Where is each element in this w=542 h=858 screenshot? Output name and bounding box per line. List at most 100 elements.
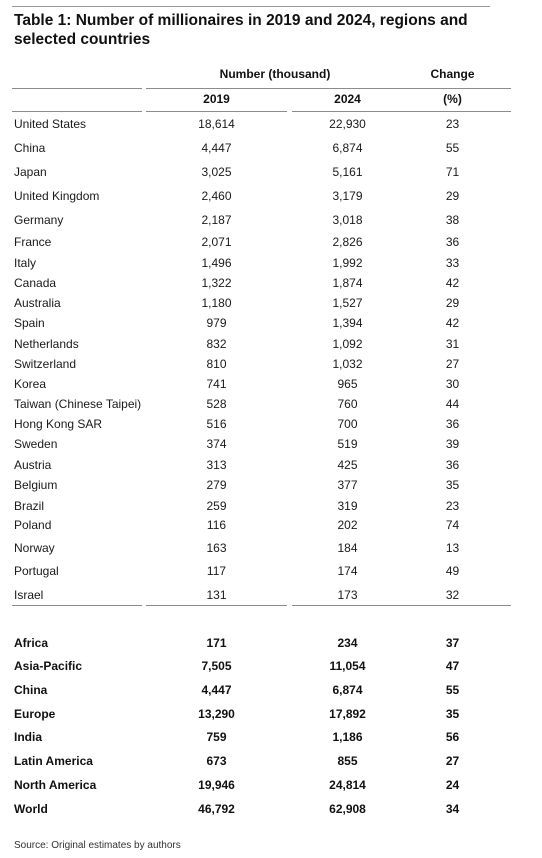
row-region: Asia-Pacific [14,659,83,673]
row-country: Germany [14,213,64,227]
row-change: 47 [445,659,460,673]
subheader-rule-name [12,111,142,112]
row-value-2024: 234 [337,636,358,650]
table-row: Germany 2,187 3,018 38 [0,210,542,230]
row-value-2024: 6,874 [332,683,363,697]
row-change: 38 [445,213,460,227]
table-row: Poland 116 202 74 [0,515,542,535]
row-change: 39 [445,437,460,451]
row-value-2019: 3,025 [201,165,232,179]
row-change: 36 [445,235,460,249]
header-year-2024: 2024 [334,92,361,106]
row-change: 36 [445,458,460,472]
row-change: 32 [445,588,460,602]
row-change: 55 [445,683,460,697]
row-change: 71 [445,165,460,179]
row-region: India [14,730,43,744]
table-row: Italy 1,496 1,992 33 [0,253,542,273]
row-value-2024: 965 [337,377,358,391]
table-title: Table 1: Number of millionaires in 2019 … [14,12,468,48]
table-row: North America 19,946 24,814 24 [0,775,542,795]
table-row: Portugal 117 174 49 [0,561,542,581]
row-change: 56 [445,730,460,744]
section-rule-2019 [146,605,287,606]
row-country: Austria [14,458,52,472]
table-row: China 4,447 6,874 55 [0,138,542,158]
table-row: World 46,792 62,908 34 [0,799,542,819]
section-rule-name [12,605,142,606]
row-value-2024: 24,814 [329,778,366,792]
row-country: Poland [14,518,52,532]
row-value-2024: 184 [337,541,358,555]
row-change: 23 [445,499,460,513]
row-value-2019: 13,290 [198,707,235,721]
row-value-2024: 5,161 [332,165,363,179]
row-region: Europe [14,707,56,721]
row-change: 35 [445,707,460,721]
row-value-2024: 1,394 [332,316,363,330]
table-row: Japan 3,025 5,161 71 [0,162,542,182]
row-value-2024: 377 [337,478,358,492]
row-change: 74 [445,518,460,532]
row-change: 44 [445,397,460,411]
row-change: 55 [445,141,460,155]
table-row: Israel 131 173 32 [0,585,542,605]
table-row: Sweden 374 519 39 [0,434,542,454]
row-region: China [14,683,48,697]
row-value-2024: 62,908 [329,802,366,816]
row-value-2024: 3,018 [332,213,363,227]
row-value-2019: 4,447 [201,683,232,697]
row-country: Italy [14,256,37,270]
row-value-2024: 1,992 [332,256,363,270]
header-group-label: Number (thousand) [219,67,331,81]
row-value-2024: 1,092 [332,337,363,351]
top-rule [12,6,490,7]
table-row: United Kingdom 2,460 3,179 29 [0,186,542,206]
row-country: United Kingdom [14,189,100,203]
row-value-2024: 760 [337,397,358,411]
row-country: Canada [14,276,57,290]
row-value-2024: 1,186 [332,730,363,744]
row-value-2019: 1,322 [201,276,232,290]
table-row: Korea 741 965 30 [0,374,542,394]
row-value-2024: 202 [337,518,358,532]
row-country: France [14,235,52,249]
row-country: China [14,141,46,155]
row-value-2024: 319 [337,499,358,513]
table-row: Austria 313 425 36 [0,455,542,475]
row-value-2019: 313 [206,458,227,472]
section-rule-2024 [292,605,403,606]
row-change: 29 [445,189,460,203]
row-country: Sweden [14,437,58,451]
row-country: Portugal [14,564,59,578]
row-value-2019: 1,496 [201,256,232,270]
row-value-2019: 673 [206,754,227,768]
row-value-2024: 22,930 [329,117,366,131]
table-row: Brazil 259 319 23 [0,496,542,516]
row-change: 13 [445,541,460,555]
table-row: Africa 171 234 37 [0,633,542,653]
row-change: 27 [445,357,460,371]
row-value-2019: 171 [206,636,227,650]
row-value-2019: 19,946 [198,778,235,792]
row-value-2019: 279 [206,478,227,492]
row-change: 23 [445,117,460,131]
row-value-2019: 1,180 [201,296,232,310]
row-change: 31 [445,337,460,351]
table-row: Asia-Pacific 7,505 11,054 47 [0,656,542,676]
row-value-2024: 11,054 [329,659,366,673]
row-value-2019: 117 [206,564,227,578]
row-value-2019: 528 [206,397,227,411]
row-value-2024: 174 [337,564,358,578]
row-country: Switzerland [14,357,77,371]
table-row: Europe 13,290 17,892 35 [0,704,542,724]
row-value-2019: 131 [206,588,227,602]
row-value-2024: 173 [337,588,358,602]
table-row: Norway 163 184 13 [0,538,542,558]
row-change: 35 [445,478,460,492]
row-value-2019: 4,447 [201,141,232,155]
table-row: Switzerland 810 1,032 27 [0,354,542,374]
row-region: Latin America [14,754,93,768]
row-value-2024: 1,527 [332,296,363,310]
row-region: World [14,802,48,816]
